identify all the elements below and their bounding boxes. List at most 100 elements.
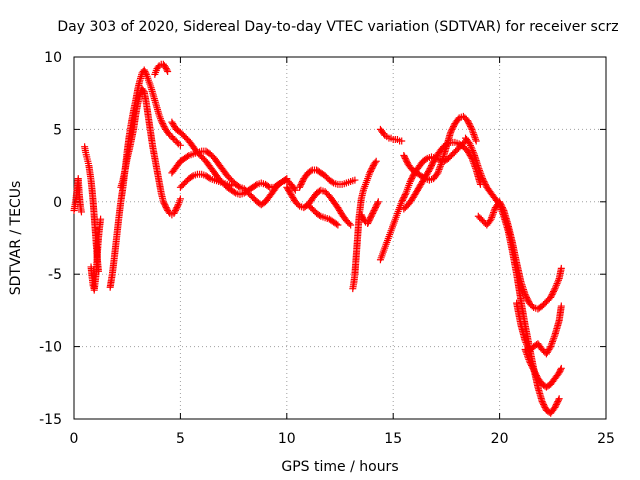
x-tick-label: 25 bbox=[597, 431, 615, 447]
data-point bbox=[557, 264, 565, 272]
data-point bbox=[477, 171, 485, 179]
y-tick-label: -10 bbox=[39, 340, 62, 356]
data-point bbox=[469, 148, 477, 156]
y-tick-label: 5 bbox=[53, 122, 62, 138]
data-point bbox=[315, 211, 323, 219]
data-point bbox=[488, 214, 496, 222]
data-point bbox=[139, 86, 147, 94]
data-point bbox=[488, 212, 496, 220]
data-points bbox=[70, 60, 565, 417]
data-point bbox=[235, 182, 243, 190]
data-point bbox=[523, 342, 531, 350]
data-point bbox=[401, 191, 409, 199]
data-point bbox=[164, 67, 172, 75]
series-track-t bbox=[474, 198, 565, 313]
data-point bbox=[550, 333, 558, 341]
y-tick-label: 10 bbox=[44, 50, 62, 66]
series-track-q bbox=[400, 112, 480, 184]
data-point bbox=[469, 127, 477, 135]
data-point bbox=[554, 396, 562, 404]
data-point bbox=[290, 185, 298, 193]
series-track-n bbox=[357, 198, 382, 228]
data-point bbox=[291, 186, 299, 194]
data-point bbox=[466, 140, 474, 148]
data-point bbox=[551, 285, 559, 293]
data-point bbox=[524, 354, 532, 362]
data-point bbox=[252, 181, 260, 189]
series-track-m bbox=[349, 157, 380, 293]
data-point bbox=[487, 215, 495, 223]
series-track-c bbox=[87, 215, 105, 294]
data-point bbox=[334, 221, 342, 229]
data-point bbox=[548, 339, 556, 347]
data-point bbox=[476, 168, 484, 176]
data-point bbox=[550, 286, 558, 294]
data-point bbox=[468, 145, 476, 153]
data-point bbox=[142, 69, 150, 77]
series-track-k bbox=[296, 166, 359, 191]
data-point bbox=[522, 347, 530, 355]
data-point bbox=[77, 208, 85, 216]
y-tick-label: 0 bbox=[53, 195, 62, 211]
data-point bbox=[176, 195, 184, 203]
data-point bbox=[441, 141, 449, 149]
data-point bbox=[174, 202, 182, 210]
data-point bbox=[347, 221, 355, 229]
data-point bbox=[467, 143, 475, 151]
data-point bbox=[521, 337, 529, 345]
data-point bbox=[467, 142, 475, 150]
data-point bbox=[433, 170, 441, 178]
data-point bbox=[183, 152, 191, 160]
data-point bbox=[547, 343, 555, 351]
data-point bbox=[438, 159, 446, 167]
x-tick-labels: 0 5 10 15 20 25 bbox=[70, 431, 615, 447]
data-point bbox=[374, 198, 382, 206]
data-point bbox=[525, 355, 533, 363]
data-point bbox=[554, 276, 562, 284]
series-track-v bbox=[521, 345, 565, 391]
data-point bbox=[524, 352, 532, 360]
data-point bbox=[557, 364, 565, 372]
data-point bbox=[491, 205, 499, 213]
data-point bbox=[521, 345, 529, 353]
data-point bbox=[557, 366, 565, 374]
series-track-e bbox=[117, 85, 184, 219]
data-point bbox=[552, 281, 560, 289]
chart-title: Day 303 of 2020, Sidereal Day-to-day VTE… bbox=[57, 19, 618, 35]
data-point bbox=[294, 201, 302, 209]
data-point bbox=[332, 220, 340, 228]
data-point bbox=[205, 174, 213, 182]
data-point bbox=[555, 395, 563, 403]
data-point bbox=[472, 135, 480, 143]
data-point bbox=[467, 124, 475, 132]
data-point bbox=[422, 155, 430, 163]
data-point bbox=[476, 166, 484, 174]
series-track-f bbox=[151, 60, 172, 78]
series-track-d bbox=[106, 66, 184, 291]
x-axis-label: GPS time / hours bbox=[281, 459, 398, 475]
data-point bbox=[277, 178, 285, 186]
series-track-b bbox=[81, 143, 102, 275]
data-point bbox=[486, 217, 494, 225]
data-point bbox=[528, 302, 536, 310]
data-point bbox=[176, 141, 184, 149]
data-point bbox=[163, 66, 171, 74]
data-point bbox=[523, 340, 531, 348]
data-point bbox=[550, 334, 558, 342]
data-point bbox=[472, 137, 480, 145]
data-point bbox=[478, 173, 486, 181]
data-point bbox=[371, 159, 379, 167]
data-point bbox=[549, 336, 557, 344]
data-point bbox=[522, 349, 530, 357]
data-point bbox=[471, 134, 479, 142]
data-point bbox=[546, 344, 554, 352]
data-point bbox=[434, 169, 442, 177]
data-point bbox=[469, 129, 477, 137]
data-point bbox=[474, 163, 482, 171]
data-point bbox=[499, 205, 507, 213]
data-point bbox=[490, 207, 498, 215]
data-point bbox=[552, 283, 560, 291]
data-point bbox=[523, 350, 531, 358]
data-point bbox=[227, 182, 235, 190]
data-point bbox=[372, 157, 380, 165]
